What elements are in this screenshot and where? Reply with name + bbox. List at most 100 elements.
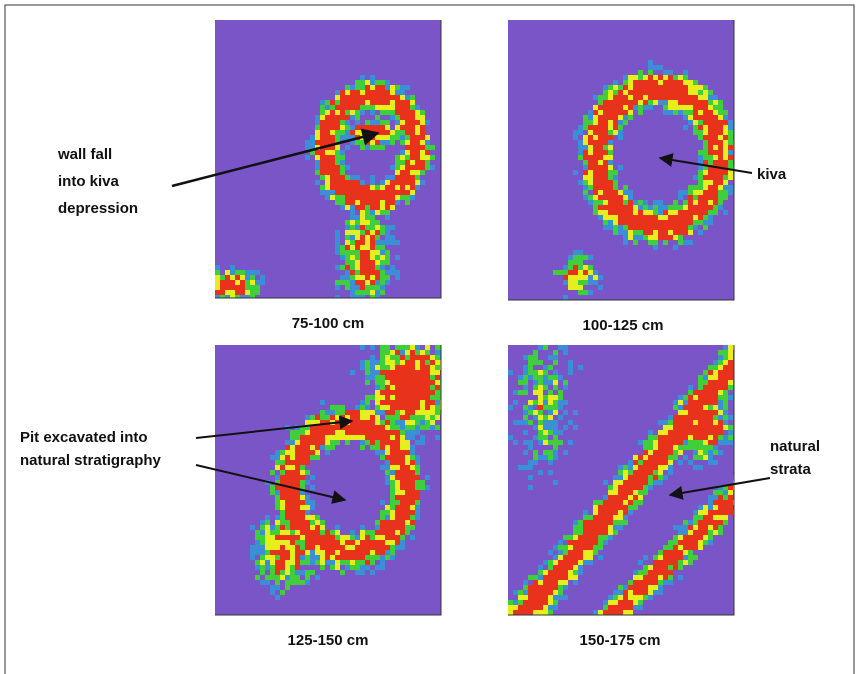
map-cell [728, 490, 733, 495]
map-cell [345, 185, 350, 190]
map-cell [325, 430, 330, 435]
map-cell [553, 575, 558, 580]
map-cell [583, 265, 588, 270]
map-cell [558, 575, 563, 580]
map-cell [280, 515, 285, 520]
map-cell [320, 185, 325, 190]
map-cell [365, 425, 370, 430]
map-cell [698, 395, 703, 400]
map-cell [598, 210, 603, 215]
map-cell [380, 540, 385, 545]
map-cell [608, 220, 613, 225]
map-cell [345, 205, 350, 210]
map-cell [380, 550, 385, 555]
map-cell [365, 265, 370, 270]
map-cell [395, 365, 400, 370]
map-cell [410, 450, 415, 455]
map-cell [678, 225, 683, 230]
map-cell [708, 390, 713, 395]
map-cell [588, 530, 593, 535]
map-cell [365, 435, 370, 440]
map-cell [335, 535, 340, 540]
map-cell [683, 445, 688, 450]
map-cell [330, 405, 335, 410]
map-cell [365, 100, 370, 105]
map-cell [380, 145, 385, 150]
map-cell [728, 505, 733, 510]
map-cell [518, 390, 523, 395]
map-cell [718, 135, 723, 140]
map-cell [300, 500, 305, 505]
map-cell [693, 540, 698, 545]
map-cell [385, 135, 390, 140]
map-cell [578, 540, 583, 545]
map-cell [628, 100, 633, 105]
map-cell [518, 610, 523, 615]
map-cell [365, 260, 370, 265]
map-cell [390, 405, 395, 410]
map-cell [315, 530, 320, 535]
map-cell [375, 450, 380, 455]
map-cell [643, 90, 648, 95]
map-cell [568, 540, 573, 545]
map-cell [305, 580, 310, 585]
map-cell [245, 290, 250, 295]
map-cell [608, 165, 613, 170]
map-cell [400, 150, 405, 155]
map-cell [638, 80, 643, 85]
map-cell [390, 460, 395, 465]
map-cell [678, 110, 683, 115]
map-cell [618, 100, 623, 105]
map-cell [305, 545, 310, 550]
map-cell [350, 180, 355, 185]
map-cell [618, 190, 623, 195]
map-cell [633, 605, 638, 610]
map-cell [305, 530, 310, 535]
map-cell [435, 375, 440, 380]
map-cell [345, 555, 350, 560]
map-cell [698, 125, 703, 130]
map-cell [365, 145, 370, 150]
map-cell [678, 230, 683, 235]
map-cell [708, 405, 713, 410]
map-cell [270, 525, 275, 530]
map-cell [728, 125, 733, 130]
map-cell [265, 520, 270, 525]
map-cell [693, 425, 698, 430]
map-cell [395, 120, 400, 125]
map-cell [355, 100, 360, 105]
map-cell [345, 115, 350, 120]
map-cell [673, 415, 678, 420]
map-cell [280, 570, 285, 575]
map-cell [643, 220, 648, 225]
map-cell [528, 440, 533, 445]
map-cell [400, 135, 405, 140]
map-cell [305, 440, 310, 445]
map-cell [683, 75, 688, 80]
map-cell [335, 550, 340, 555]
map-cell [345, 125, 350, 130]
map-cell [703, 410, 708, 415]
map-cell [558, 560, 563, 565]
map-cell [723, 370, 728, 375]
map-cell [538, 345, 543, 350]
map-cell [345, 285, 350, 290]
map-cell [603, 145, 608, 150]
map-cell [415, 380, 420, 385]
map-cell [300, 580, 305, 585]
map-cell [285, 545, 290, 550]
map-cell [410, 460, 415, 465]
map-cell [380, 400, 385, 405]
map-cell [360, 140, 365, 145]
map-cell [370, 285, 375, 290]
map-cell [678, 105, 683, 110]
map-cell [563, 345, 568, 350]
map-cell [698, 540, 703, 545]
map-cell [533, 350, 538, 355]
map-cell [543, 440, 548, 445]
map-cell [728, 510, 733, 515]
map-cell [728, 375, 733, 380]
map-cell [370, 215, 375, 220]
map-cell [708, 540, 713, 545]
map-cell [405, 430, 410, 435]
